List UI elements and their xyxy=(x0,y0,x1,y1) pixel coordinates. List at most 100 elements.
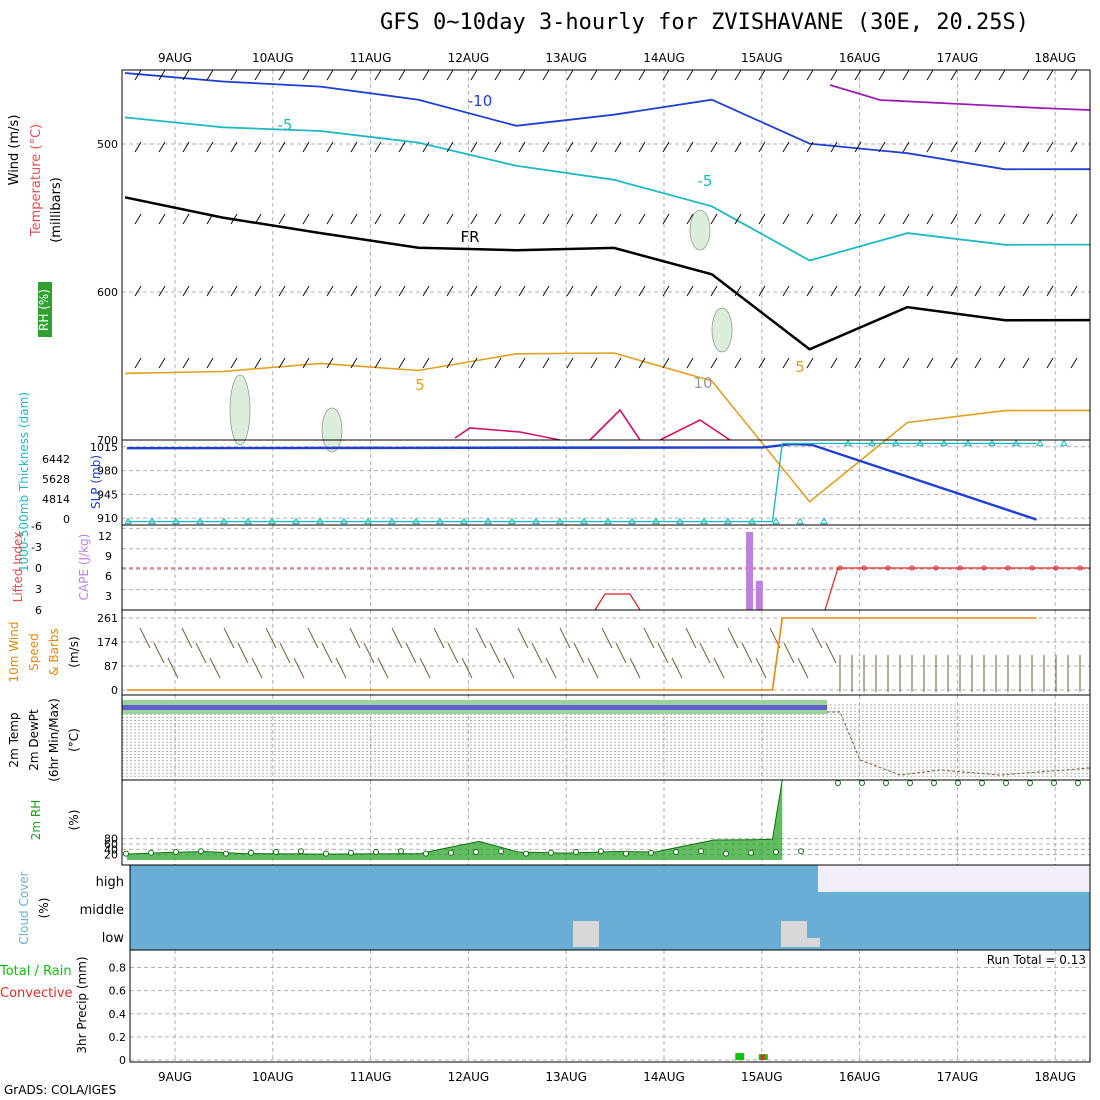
thickness-marker xyxy=(460,517,468,525)
rh2m-marker xyxy=(931,780,937,786)
wind-speed-tick-label: 87 xyxy=(104,660,118,673)
wind-barb xyxy=(950,69,958,81)
wind-barb xyxy=(206,357,214,369)
rh2m-tick-label: 80 xyxy=(104,833,118,846)
contour-label: -5 xyxy=(698,172,713,190)
wind-barb xyxy=(710,69,718,81)
wind-barb xyxy=(686,213,694,225)
thickness-marker xyxy=(700,517,708,525)
wind-barb xyxy=(398,357,406,369)
rh2m-marker xyxy=(698,848,704,855)
series-thickness xyxy=(127,442,1037,523)
wind10-barb xyxy=(741,642,753,664)
wind-barb xyxy=(158,69,166,81)
wind-barb xyxy=(614,69,622,81)
wind10-barb xyxy=(209,657,221,679)
wind-barb xyxy=(182,69,190,81)
thickness-marker xyxy=(268,517,276,525)
thickness-marker xyxy=(652,517,660,525)
wind-barb xyxy=(398,141,406,153)
rh2m-marker xyxy=(498,848,504,855)
contour-label: -5 xyxy=(278,116,293,134)
wind10-barb xyxy=(405,642,417,664)
rh2m-marker xyxy=(1075,780,1081,786)
wind-barb xyxy=(1046,141,1054,153)
wind-barb xyxy=(974,69,982,81)
wind10-barb xyxy=(335,657,347,679)
lifted-index-marker xyxy=(1053,565,1059,571)
wind-barb xyxy=(278,213,286,225)
wind-barb xyxy=(494,285,502,297)
wind10-barb xyxy=(545,657,557,679)
rh2m-marker xyxy=(548,849,554,856)
wind-barb xyxy=(902,69,910,81)
wind-barb xyxy=(758,69,766,81)
wind10-barb xyxy=(699,642,711,664)
wind10-barb xyxy=(825,642,837,664)
bottom-date-label: 13AUG xyxy=(545,1070,587,1084)
wind-barb xyxy=(758,285,766,297)
rh-contour xyxy=(321,407,343,453)
wind-barb xyxy=(278,69,286,81)
pressure-tick-label: 600 xyxy=(97,286,118,299)
temperature-contour-FR xyxy=(124,196,1091,351)
thickness-marker xyxy=(868,439,876,446)
wind-barb xyxy=(974,141,982,153)
wind-barb xyxy=(158,141,166,153)
wind-barb xyxy=(494,357,502,369)
wind-barb xyxy=(710,357,718,369)
rh2m-marker xyxy=(398,848,404,855)
panel-frame-wind10m xyxy=(121,609,1091,696)
lifted-index-marker xyxy=(909,565,915,571)
cloud-level-label: middle xyxy=(80,903,124,918)
thickness-marker xyxy=(748,517,756,525)
axis-label-precip-convective: Convective xyxy=(0,986,73,1001)
lifted-index-bump xyxy=(594,593,641,611)
rh2m-marker xyxy=(835,780,841,786)
thickness-marker xyxy=(844,439,852,446)
lifted-index-tick-label: 0 xyxy=(35,562,42,575)
wind10-barb xyxy=(363,642,375,664)
wind-barb xyxy=(278,285,286,297)
rh2m-marker xyxy=(598,848,604,855)
wind-barb xyxy=(998,141,1006,153)
wind10-speed-line xyxy=(127,617,1037,691)
wind10-barb xyxy=(377,657,389,679)
series-slp xyxy=(126,442,1037,521)
wind-barb xyxy=(518,141,526,153)
wind-barb xyxy=(230,69,238,81)
cloud-low-block xyxy=(807,938,820,947)
rh2m-area xyxy=(127,780,783,860)
wind-speed-tick-label: 261 xyxy=(97,612,118,625)
rh2m-marker xyxy=(673,849,679,855)
thickness-marker xyxy=(124,517,132,525)
contour-label: 5 xyxy=(795,358,805,376)
wind10-barb xyxy=(265,627,277,649)
rh-contour xyxy=(689,209,711,251)
rh2m-marker xyxy=(979,780,985,786)
wind-barb xyxy=(686,141,694,153)
lifted-index-tick-label: -3 xyxy=(31,541,42,554)
wind-barb xyxy=(638,285,646,297)
panel-frame-slp xyxy=(121,439,1091,526)
wind10-barb xyxy=(307,627,319,649)
wind-barb xyxy=(1022,69,1030,81)
wind-barb xyxy=(830,69,838,81)
rh2m-marker xyxy=(723,850,729,857)
wind-barb xyxy=(206,213,214,225)
wind-barb xyxy=(974,357,982,369)
wind-barb xyxy=(566,213,574,225)
top-date-label: 13AUG xyxy=(545,51,587,65)
wind-barb xyxy=(326,141,334,153)
wind-barb xyxy=(566,69,574,81)
wind-barb xyxy=(1022,285,1030,297)
wind-barb xyxy=(950,357,958,369)
wind-barb xyxy=(806,285,814,297)
wind-barb xyxy=(350,69,358,81)
rh2m-marker xyxy=(223,850,229,857)
precip-tick-label: 0.6 xyxy=(109,985,127,998)
top-date-label: 15AUG xyxy=(741,51,783,65)
wind-barb xyxy=(782,69,790,81)
wind-barb xyxy=(830,357,838,369)
wind-barb xyxy=(974,213,982,225)
